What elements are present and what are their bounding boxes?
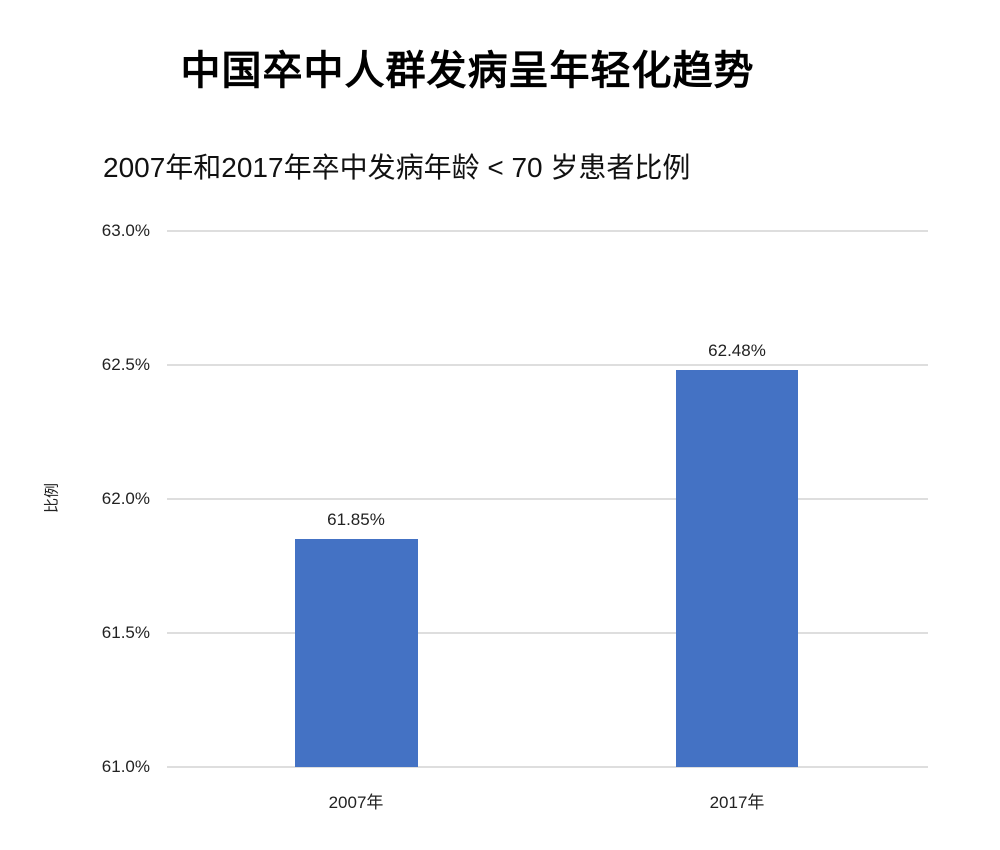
x-tick-2007: 2007年	[328, 793, 384, 812]
y-tick-61: 61.0%	[101, 757, 150, 776]
bar-2017	[676, 370, 798, 767]
gridline	[167, 766, 928, 768]
chart-title: 中国卒中人群发病呈年轻化趋势	[180, 48, 755, 94]
gridline	[167, 364, 928, 366]
y-tick-62-5: 62.5%	[101, 355, 150, 374]
gridline	[167, 632, 928, 634]
y-tick-62: 62.0%	[101, 489, 150, 508]
y-tick-61-5: 61.5%	[101, 623, 150, 642]
data-label-2017: 62.48%	[708, 341, 766, 360]
chart-subtitle: 2007年和2017年卒中发病年龄 < 70 岁患者比例	[103, 152, 691, 183]
gridline	[167, 498, 928, 500]
gridline	[167, 230, 928, 232]
y-axis-label: 比例	[42, 482, 61, 514]
bar-2007	[295, 539, 418, 767]
y-tick-63: 63.0%	[101, 221, 150, 240]
x-tick-2017: 2017年	[709, 793, 765, 812]
data-label-2007: 61.85%	[327, 510, 385, 529]
plot-area	[167, 230, 928, 768]
